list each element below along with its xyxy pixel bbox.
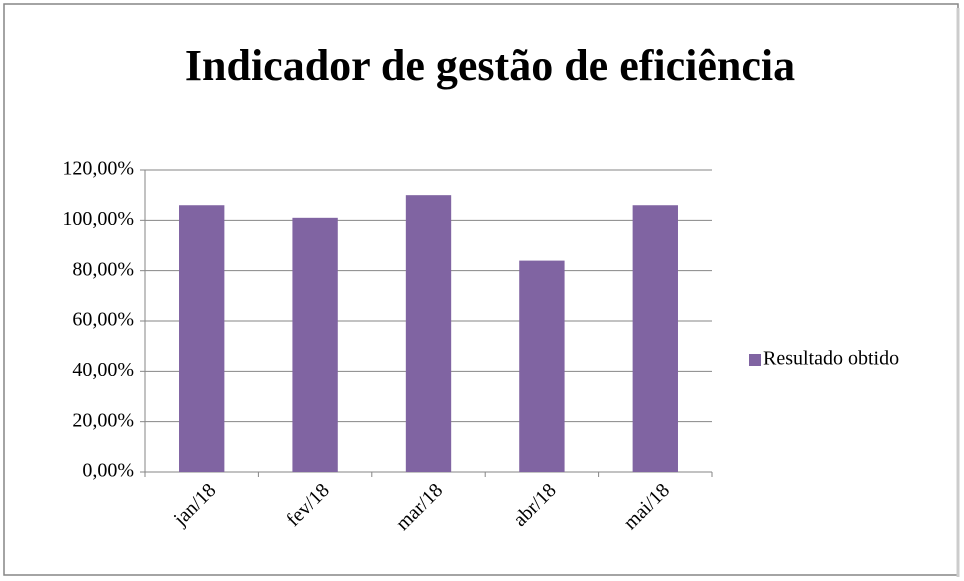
bar bbox=[632, 205, 678, 472]
y-tick-label: 20,00% bbox=[72, 409, 134, 431]
bar bbox=[519, 260, 565, 472]
y-tick-label: 100,00% bbox=[62, 208, 134, 230]
legend-swatch bbox=[749, 354, 761, 366]
bar bbox=[405, 195, 452, 472]
y-tick-label: 60,00% bbox=[72, 309, 134, 331]
y-tick-label: 0,00% bbox=[82, 460, 134, 482]
chart-title: Indicador de gestão de eficiência bbox=[185, 41, 795, 90]
y-tick-label: 120,00% bbox=[62, 158, 134, 180]
bar bbox=[179, 205, 225, 472]
bar bbox=[292, 217, 338, 472]
y-tick-label: 40,00% bbox=[72, 359, 134, 381]
y-tick-label: 80,00% bbox=[72, 258, 134, 280]
chart-border bbox=[3, 3, 959, 576]
legend-label: Resultado obtido bbox=[763, 348, 899, 370]
